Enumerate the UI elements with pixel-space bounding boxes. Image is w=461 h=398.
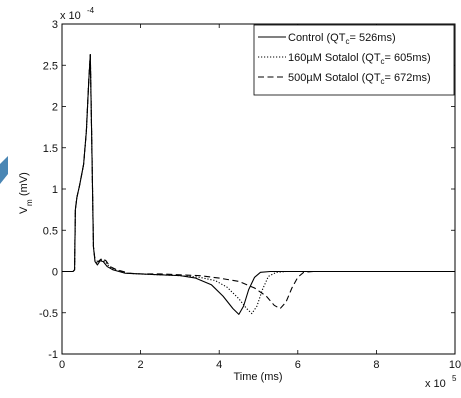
series-group bbox=[62, 53, 455, 315]
x-tick-label: 2 bbox=[138, 359, 144, 371]
series-line-3 bbox=[62, 53, 455, 310]
y-tick-label: 2 bbox=[52, 102, 58, 114]
x-tick-label: 10 bbox=[449, 359, 461, 371]
x-tick-label: 0 bbox=[59, 359, 65, 371]
y-tick-label: 0.5 bbox=[43, 225, 58, 237]
y-ticks: -1 -0.5 0 0.5 1 1.5 2 2.5 3 bbox=[39, 19, 455, 361]
y-exponent-base: x 10 bbox=[60, 10, 81, 22]
overlay-arrow-icon bbox=[0, 156, 8, 184]
x-axis-label: Time (ms) bbox=[233, 371, 282, 383]
x-tick-label: 6 bbox=[295, 359, 301, 371]
y-tick-label: -0.5 bbox=[39, 308, 58, 320]
legend-box bbox=[253, 24, 455, 96]
y-tick-label: 0 bbox=[52, 267, 58, 279]
legend-label-2: 160µM Sotalol (QTc= 605ms) bbox=[288, 52, 431, 66]
legend-entries: Control (QTc= 526ms) 160µM Sotalol (QTc= … bbox=[258, 32, 431, 86]
y-tick-label: 3 bbox=[52, 19, 58, 31]
y-axis-label-unit: (mV) bbox=[18, 172, 30, 196]
y-tick-label: -1 bbox=[48, 349, 58, 361]
x-tick-label: 8 bbox=[373, 359, 379, 371]
y-tick-label: 1.5 bbox=[43, 143, 58, 155]
x-exponent-base: x 10 bbox=[425, 378, 446, 390]
y-axis-label-main: V bbox=[18, 206, 30, 214]
x-exponent-power: 5 bbox=[452, 374, 457, 383]
y-tick-label: 1 bbox=[52, 184, 58, 196]
legend-label-1: Control (QTc= 526ms) bbox=[288, 32, 396, 46]
y-exponent-power: -4 bbox=[87, 6, 95, 15]
legend-label-3: 500µM Sotalol (QTc= 672ms) bbox=[288, 72, 431, 86]
legend: Control (QTc= 526ms) 160µM Sotalol (QTc= … bbox=[253, 24, 455, 96]
y-axis-label-subscript: m bbox=[25, 199, 34, 206]
y-axis-label: V m (mV) bbox=[18, 172, 34, 214]
y-tick-label: 2.5 bbox=[43, 60, 58, 72]
x-tick-label: 4 bbox=[216, 359, 222, 371]
